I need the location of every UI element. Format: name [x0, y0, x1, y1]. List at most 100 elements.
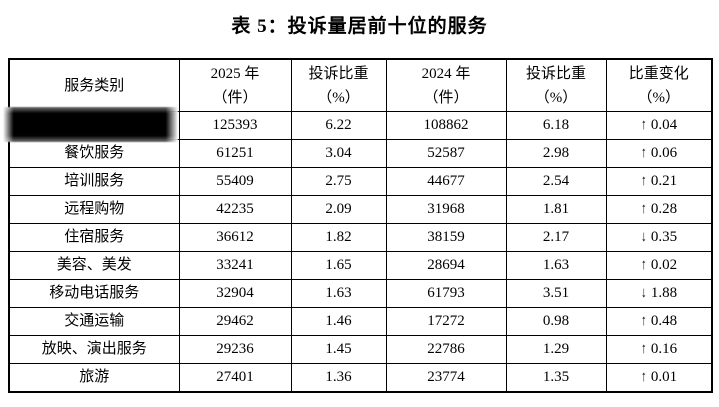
table-row: 培训服务 55409 2.75 44677 2.54 ↑ 0.21: [8, 167, 713, 196]
table-row: 125393 6.22 108862 6.18 ↑ 0.04: [3, 107, 713, 142]
complaints-2025-cell: 32904: [178, 279, 292, 308]
complaints-2024-cell: 22786: [385, 335, 507, 364]
complaints-2025-cell: 55409: [178, 167, 292, 196]
header-row: 服务类别 2025 年 （件） 投诉比重 （%） 2024 年 （件） 投诉比重…: [8, 58, 713, 112]
change-value: 0.06: [650, 145, 678, 161]
table-row: 移动电话服务 32904 1.63 61793 3.51 ↓ 1.88: [8, 279, 713, 308]
share-2025-cell: 1.45: [290, 335, 387, 364]
category-cell: 培训服务: [8, 167, 180, 196]
share-2024-cell: 2.98: [505, 139, 607, 168]
up-arrow-icon: ↑: [641, 257, 647, 273]
change-cell: ↑ 0.48: [605, 307, 713, 336]
category-cell: 住宿服务: [8, 223, 180, 252]
category-cell: 放映、演出服务: [8, 335, 180, 364]
down-arrow-icon: ↓: [641, 229, 647, 245]
complaints-2024-cell: 44677: [385, 167, 507, 196]
header-label-line2: （件）: [212, 89, 258, 106]
change-value: 0.16: [650, 341, 678, 357]
change-value: 0.48: [650, 313, 678, 329]
share-2025-cell: 1.36: [290, 363, 387, 393]
complaints-2024-cell: 38159: [385, 223, 507, 252]
table-title: 表 5：投诉量居前十位的服务: [231, 16, 488, 37]
complaints-2025-cell: 61251: [178, 139, 292, 168]
table-row: 远程购物 42235 2.09 31968 1.81 ↑ 0.28: [8, 195, 713, 224]
complaints-2025-cell: 42235: [178, 195, 292, 224]
down-arrow-icon: ↓: [641, 285, 647, 301]
complaints-2024-cell: 31968: [385, 195, 507, 224]
category-cell: 美容、美发: [8, 251, 180, 280]
up-arrow-icon: ↑: [641, 173, 647, 189]
table-row: 交通运输 29462 1.46 17272 0.98 ↑ 0.48: [8, 307, 713, 336]
share-2024-cell: 6.18: [505, 111, 607, 140]
header-label-line1: 2024 年: [421, 65, 471, 82]
table-row: 住宿服务 36612 1.82 38159 2.17 ↓ 0.35: [8, 223, 713, 252]
header-service-category: 服务类别: [8, 58, 180, 112]
share-2024-cell: 1.63: [505, 251, 607, 280]
change-value: 1.88: [650, 285, 678, 301]
header-label-line2: （%）: [637, 89, 681, 106]
change-value: 0.02: [650, 257, 678, 273]
complaints-2025-cell: 125393: [178, 111, 292, 140]
share-2024-cell: 3.51: [505, 279, 607, 308]
header-2025-count: 2025 年 （件）: [178, 58, 292, 112]
redaction-block: [3, 107, 178, 142]
share-2025-cell: 6.22: [290, 111, 387, 140]
change-cell: ↓ 0.35: [605, 223, 713, 252]
header-share-change: 比重变化 （%）: [605, 58, 713, 112]
share-2025-cell: 2.75: [290, 167, 387, 196]
change-cell: ↑ 0.28: [605, 195, 713, 224]
table-row: 美容、美发 33241 1.65 28694 1.63 ↑ 0.02: [8, 251, 713, 280]
complaints-table: 服务类别 2025 年 （件） 投诉比重 （%） 2024 年 （件） 投诉比重…: [3, 58, 713, 393]
share-2025-cell: 2.09: [290, 195, 387, 224]
header-label-line1: 投诉比重: [525, 65, 586, 82]
share-2025-cell: 1.46: [290, 307, 387, 336]
complaints-2024-cell: 108862: [385, 111, 507, 140]
change-cell: ↑ 0.02: [605, 251, 713, 280]
share-2025-cell: 1.63: [290, 279, 387, 308]
complaints-2025-cell: 29462: [178, 307, 292, 336]
up-arrow-icon: ↑: [641, 201, 647, 217]
complaints-2025-cell: 27401: [178, 363, 292, 393]
share-2024-cell: 1.29: [505, 335, 607, 364]
header-label-line2: （%）: [317, 89, 360, 106]
up-arrow-icon: ↑: [641, 341, 647, 357]
complaints-2024-cell: 52587: [385, 139, 507, 168]
category-cell: 交通运输: [8, 307, 180, 336]
change-cell: ↓ 1.88: [605, 279, 713, 308]
share-2024-cell: 1.81: [505, 195, 607, 224]
change-cell: ↑ 0.06: [605, 139, 713, 168]
complaints-2025-cell: 29236: [178, 335, 292, 364]
header-label-line2: （%）: [534, 89, 578, 106]
header-label: 服务类别: [64, 77, 125, 94]
complaints-2024-cell: 28694: [385, 251, 507, 280]
share-2025-cell: 1.82: [290, 223, 387, 252]
change-value: 0.35: [650, 229, 678, 245]
change-value: 0.04: [650, 117, 678, 133]
up-arrow-icon: ↑: [641, 117, 647, 133]
category-cell: 远程购物: [8, 195, 180, 224]
change-cell: ↑ 0.04: [605, 111, 713, 140]
table-row: 餐饮服务 61251 3.04 52587 2.98 ↑ 0.06: [8, 139, 713, 168]
complaints-2025-cell: 36612: [178, 223, 292, 252]
category-cell: 移动电话服务: [8, 279, 180, 308]
share-2024-cell: 0.98: [505, 307, 607, 336]
complaints-2024-cell: 17272: [385, 307, 507, 336]
up-arrow-icon: ↑: [641, 145, 647, 161]
table-row: 旅游 27401 1.36 23774 1.35 ↑ 0.01: [8, 363, 713, 393]
change-value: 0.21: [650, 173, 678, 189]
share-2025-cell: 1.65: [290, 251, 387, 280]
header-label-line1: 2025 年: [210, 65, 260, 82]
change-value: 0.28: [650, 201, 678, 217]
share-2024-cell: 2.17: [505, 223, 607, 252]
header-2024-count: 2024 年 （件）: [385, 58, 507, 112]
share-2025-cell: 3.04: [290, 139, 387, 168]
change-cell: ↑ 0.21: [605, 167, 713, 196]
header-2024-share: 投诉比重 （%）: [505, 58, 607, 112]
table-row: 放映、演出服务 29236 1.45 22786 1.29 ↑ 0.16: [8, 335, 713, 364]
up-arrow-icon: ↑: [641, 369, 647, 385]
category-cell: 旅游: [8, 363, 180, 393]
header-2025-share: 投诉比重 （%）: [290, 58, 387, 112]
share-2024-cell: 1.35: [505, 363, 607, 393]
header-label-line2: （件）: [423, 89, 469, 106]
complaints-2024-cell: 23774: [385, 363, 507, 393]
